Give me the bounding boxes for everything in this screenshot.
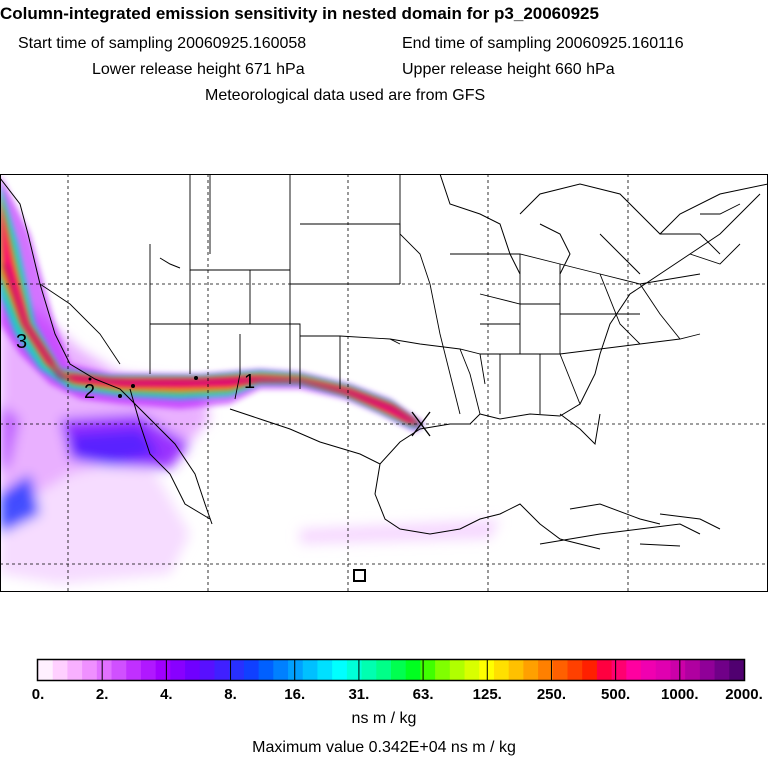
colorbar-swatch: [596, 660, 613, 680]
receptor-x-marker: [411, 411, 431, 437]
colorbar-swatch: [552, 660, 569, 680]
colorbar-swatch: [140, 660, 157, 680]
colorbar-tick-label: 1000.: [661, 686, 699, 703]
colorbar-tick-label: 0.: [32, 686, 45, 703]
colorbar-swatch: [714, 660, 730, 680]
end-time-label: End time of sampling 20060925.160116: [402, 35, 684, 52]
colorbar-swatch: [641, 660, 657, 680]
colorbar-swatch: [38, 660, 54, 680]
colorbar-swatch: [523, 660, 539, 680]
colorbar-swatch: [611, 660, 627, 680]
colorbar-swatch: [346, 660, 363, 680]
plume-peak-line: [3, 263, 421, 428]
colorbar-swatch: [52, 660, 69, 680]
plume-label-3: 3: [16, 331, 27, 353]
colorbar-labels: 0. 2. 4. 8. 16. 31. 63. 125. 250. 500. 1000. 2000.: [32, 686, 763, 703]
colorbar-swatch: [699, 660, 716, 680]
colorbar-swatch: [670, 660, 686, 680]
colorbar-swatch: [302, 660, 319, 680]
plume-label-2: 2: [84, 381, 95, 403]
maximum-value-label: Maximum value 0.342E+04 ns m / kg: [252, 739, 516, 756]
upper-release-label: Upper release height 660 hPa: [402, 61, 615, 78]
colorbar-swatch: [67, 660, 83, 680]
lower-release-label: Lower release height 671 hPa: [92, 61, 305, 78]
met-data-label: Meteorological data used are from GFS: [205, 87, 486, 104]
coastline-layer: [0, 174, 768, 550]
colorbar-swatch: [435, 660, 451, 680]
colorbar-ticks: [101, 660, 681, 680]
colorbar-swatch: [493, 660, 510, 680]
colorbar-swatch: [111, 660, 127, 680]
colorbar-swatch: [229, 660, 245, 680]
colorbar-swatch: [288, 660, 304, 680]
pacific-sensitivity-field: [0, 294, 500, 584]
colorbar-swatch: [155, 660, 171, 680]
start-time-label: Start time of sampling 20060925.160058: [18, 35, 307, 52]
colorbar-swatch: [538, 660, 554, 680]
colorbar-swatch: [626, 660, 642, 680]
colorbar-swatch: [317, 660, 333, 680]
colorbar-swatch: [508, 660, 524, 680]
colorbar-swatch: [729, 660, 745, 680]
colorbar-swatch: [391, 660, 407, 680]
plot-title: Column-integrated emission sensitivity i…: [0, 4, 599, 23]
emission-sensitivity-map: 1 2 3: [0, 174, 768, 592]
colorbar-tick-label: 31.: [348, 686, 369, 703]
colorbar-tick-label: 8.: [224, 686, 237, 703]
colorbar-swatch: [332, 660, 348, 680]
colorbar-tick-label: 500.: [601, 686, 630, 703]
colorbar-swatch: [126, 660, 142, 680]
colorbar-tick-label: 125.: [473, 686, 502, 703]
colorbar-swatch: [582, 660, 598, 680]
square-marker: [353, 569, 366, 582]
colorbar-swatches: [38, 660, 745, 680]
colorbar-swatch: [185, 660, 201, 680]
colorbar-swatch: [82, 660, 98, 680]
colorbar-swatch: [567, 660, 583, 680]
colorbar: 0. 2. 4. 8. 16. 31. 63. 125. 250. 500. 1000. 2000.: [32, 658, 763, 703]
colorbar-tick-label: 16.: [284, 686, 305, 703]
colorbar-swatch: [376, 660, 392, 680]
colorbar-tick-label: 250.: [537, 686, 566, 703]
colorbar-swatch: [420, 660, 436, 680]
colorbar-tick-label: 2.: [96, 686, 109, 703]
colorbar-swatch: [405, 660, 422, 680]
colorbar-swatch: [96, 660, 113, 680]
colorbar-swatch: [199, 660, 216, 680]
colorbar-tick-label: 2000.: [725, 686, 763, 703]
colorbar-swatch: [273, 660, 289, 680]
colorbar-swatch: [214, 660, 230, 680]
colorbar-swatch: [170, 660, 186, 680]
colorbar-swatch: [685, 660, 701, 680]
lat-lon-grid: [0, 174, 768, 592]
colorbar-swatch: [449, 660, 466, 680]
trajectory-dots: [88, 376, 198, 398]
colorbar-unit-label: ns m / kg: [351, 710, 417, 727]
colorbar-swatch: [258, 660, 274, 680]
colorbar-frame: [36, 658, 746, 682]
colorbar-swatch: [464, 660, 480, 680]
colorbar-tick-label: 4.: [160, 686, 173, 703]
colorbar-swatch: [655, 660, 672, 680]
colorbar-swatch: [243, 660, 260, 680]
colorbar-tick-label: 63.: [413, 686, 434, 703]
plume-label-1: 1: [244, 371, 255, 393]
colorbar-swatch: [361, 660, 377, 680]
